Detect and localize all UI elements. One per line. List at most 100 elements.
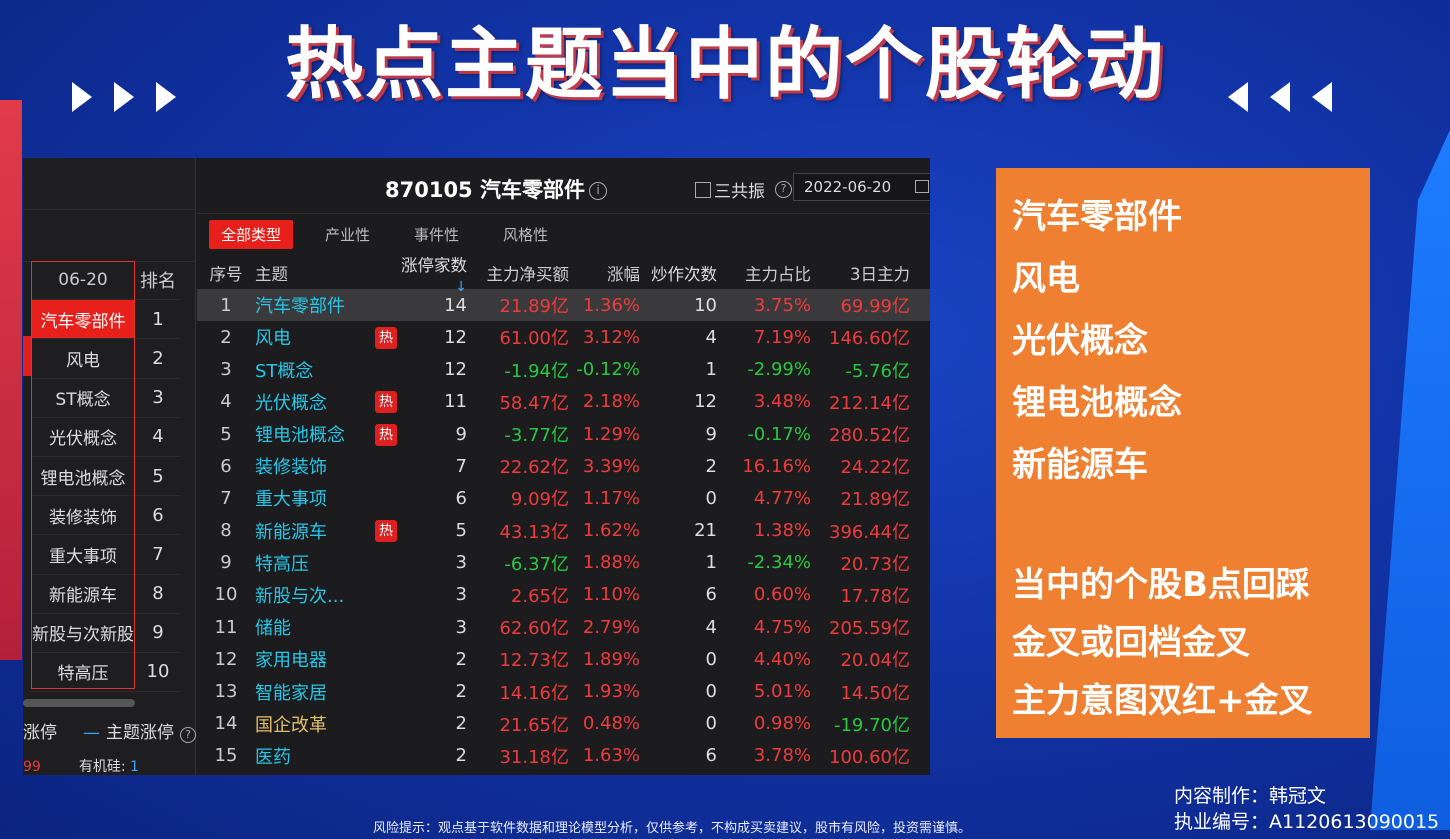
row-limit-up-count: 9 [455,423,467,445]
table-row[interactable]: 11 储能 3 62.60亿 2.79% 4 4.75% 205.59亿 [197,611,930,643]
legend: 涨停 — 主题涨停? [23,718,196,743]
row-theme[interactable]: 锂电池概念 [255,425,345,447]
row-theme[interactable]: 重大事项 [255,489,327,511]
row-index: 4 [220,391,232,413]
rank-row[interactable]: 新股与次新股 9 [31,614,181,653]
rank-number: 2 [152,347,164,369]
help-icon[interactable]: ? [180,727,196,743]
date-field[interactable]: 2022-06-20 [793,173,930,201]
row-theme[interactable]: ST概念 [255,360,314,382]
hot-cell: 热 [375,423,399,446]
hot-cell: 热 [375,519,399,543]
rank-theme-name: 新能源车 [49,586,117,607]
tab-2[interactable]: 事件性 [414,225,460,244]
rank-number: 10 [146,661,170,683]
row-index: 15 [214,745,238,767]
rank-row[interactable]: 重大事项 7 [31,535,181,575]
row-change: 1.93% [582,681,640,703]
row-theme[interactable]: 医药 [255,746,291,768]
col-index[interactable]: 序号 [209,265,243,285]
row-net-buy: 58.47亿 [499,392,569,414]
row-theme[interactable]: 国企改革 [255,714,327,736]
col-limit-up-count[interactable]: 涨停家数 ↓ [399,252,467,295]
table-row[interactable]: 5 锂电池概念 热 9 -3.77亿 1.29% 9 -0.17% 280.52亿 [197,418,930,450]
tab-1[interactable]: 产业性 [325,225,371,244]
row-net-buy: 21.89亿 [499,296,569,318]
horizontal-scrollbar[interactable] [23,699,135,707]
rank-row[interactable]: 装修装饰 6 [31,496,181,536]
row-theme[interactable]: 特高压 [255,553,309,575]
table-row[interactable]: 4 光伏概念 热 11 58.47亿 2.18% 12 3.48% 212.14亿 [197,386,930,418]
row-index: 7 [220,487,232,509]
col-ratio[interactable]: 主力占比 [745,265,811,285]
row-theme[interactable]: 家用电器 [255,650,327,672]
rank-row[interactable]: 新能源车 8 [31,575,181,614]
table-row[interactable]: 9 特高压 3 -6.37亿 1.88% 1 -2.34% 20.73亿 [197,547,930,579]
table-row[interactable]: 15 医药 2 31.18亿 1.63% 6 3.78% 100.60亿 [197,740,930,772]
checkbox-label: 三共振 [714,182,765,202]
row-theme[interactable]: 储能 [255,618,291,640]
note-theme: 新能源车 [1012,445,1148,485]
tab-3[interactable]: 风格性 [503,225,549,244]
row-theme[interactable]: 汽车零部件 [255,296,345,318]
calendar-icon[interactable] [915,180,929,193]
rank-header[interactable]: 排名 [140,271,176,293]
checkbox-icon[interactable] [695,181,711,198]
rank-row[interactable]: 光伏概念 4 [31,418,181,457]
row-change: 1.10% [582,584,640,606]
row-3day: 21.89亿 [840,489,910,511]
row-theme[interactable]: 智能家居 [255,682,327,704]
type-tabs: 全部类型 产业性 事件性 风格性 [197,214,930,254]
row-net-buy: -6.37亿 [504,553,569,575]
table-row[interactable]: 8 新能源车 热 5 43.13亿 1.62% 21 1.38% 396.44亿 [197,515,930,547]
col-net-buy[interactable]: 主力净买额 [486,265,570,285]
rank-row[interactable]: ST概念 3 [31,379,181,418]
row-theme[interactable]: 风电 [255,328,291,350]
row-net-buy: 14.16亿 [499,682,569,704]
row-theme[interactable]: 光伏概念 [255,392,327,414]
sort-down-icon: ↓ [455,278,467,295]
table-row[interactable]: 1 汽车零部件 14 21.89亿 1.36% 10 3.75% 69.99亿 [197,289,930,322]
rank-number: 4 [152,426,164,448]
row-change: 1.88% [582,552,640,574]
row-times: 9 [705,423,717,445]
row-3day: 100.60亿 [829,746,910,768]
table-row[interactable]: 13 智能家居 2 14.16亿 1.93% 0 5.01% 14.50亿 [197,675,930,707]
col-theme[interactable]: 主题 [255,265,288,285]
rank-row[interactable]: 汽车零部件 1 [31,300,181,340]
info-icon[interactable]: i [588,182,607,200]
rank-date-header[interactable]: 06-20 [58,270,108,291]
row-index: 10 [214,584,238,606]
row-limit-up-count: 11 [444,391,467,413]
row-theme[interactable]: 装修装饰 [255,457,327,479]
table-row[interactable]: 3 ST概念 12 -1.94亿 -0.12% 1 -2.99% -5.76亿 [197,354,930,386]
rank-row[interactable]: 风电 2 [31,339,181,379]
help-icon[interactable]: ? [775,181,792,198]
table-row[interactable]: 12 家用电器 2 12.73亿 1.89% 0 4.40% 20.04亿 [197,643,930,675]
rank-row[interactable]: 特高压 10 [31,653,181,693]
col-3day[interactable]: 3日主力 [850,265,910,285]
resonance-checkbox[interactable]: 三共振 ? [695,177,792,202]
row-limit-up-count: 3 [455,552,467,574]
rank-sidebar: 06-20 排名 汽车零部件 1 风电 2 ST概念 3 光伏概念 4 锂电池概念 5 装修装饰 6 重… [23,158,196,775]
rank-row[interactable]: 锂电池概念 5 [31,457,181,497]
table-row[interactable]: 6 装修装饰 7 22.62亿 3.39% 2 16.16% 24.22亿 [197,450,930,482]
table-row[interactable]: 7 重大事项 6 9.09亿 1.17% 0 4.77% 21.89亿 [197,482,930,514]
row-limit-up-count: 2 [455,648,467,670]
table-row[interactable]: 14 国企改革 2 21.65亿 0.48% 0 0.98% -19.70亿 [197,708,930,740]
tab-0[interactable]: 全部类型 [209,219,294,249]
row-limit-up-count: 3 [455,616,467,638]
col-times[interactable]: 炒作次数 [651,265,717,285]
row-change: 0.48% [582,713,640,735]
row-net-buy: 12.73亿 [499,650,569,672]
row-theme[interactable]: 新能源车 [255,521,327,543]
row-theme[interactable]: 新股与次... [255,585,345,607]
table-row[interactable]: 2 风电 热 12 61.00亿 3.12% 4 7.19% 146.60亿 [197,321,930,353]
col-change[interactable]: 涨幅 [607,265,640,285]
note-card: 汽车零部件 风电 光伏概念 锂电池概念 新能源车 当中的个股B点回踩 金叉或回档金叉 主力意… [996,168,1370,738]
row-ratio: 1.38% [753,520,811,542]
license-line: 执业编号：A1120613090015 [1174,811,1440,833]
row-net-buy: 2.65亿 [510,585,569,607]
theme-name: 汽车零部件 [479,178,585,202]
table-row[interactable]: 10 新股与次... 3 2.65亿 1.10% 6 0.60% 17.78亿 [197,579,930,611]
